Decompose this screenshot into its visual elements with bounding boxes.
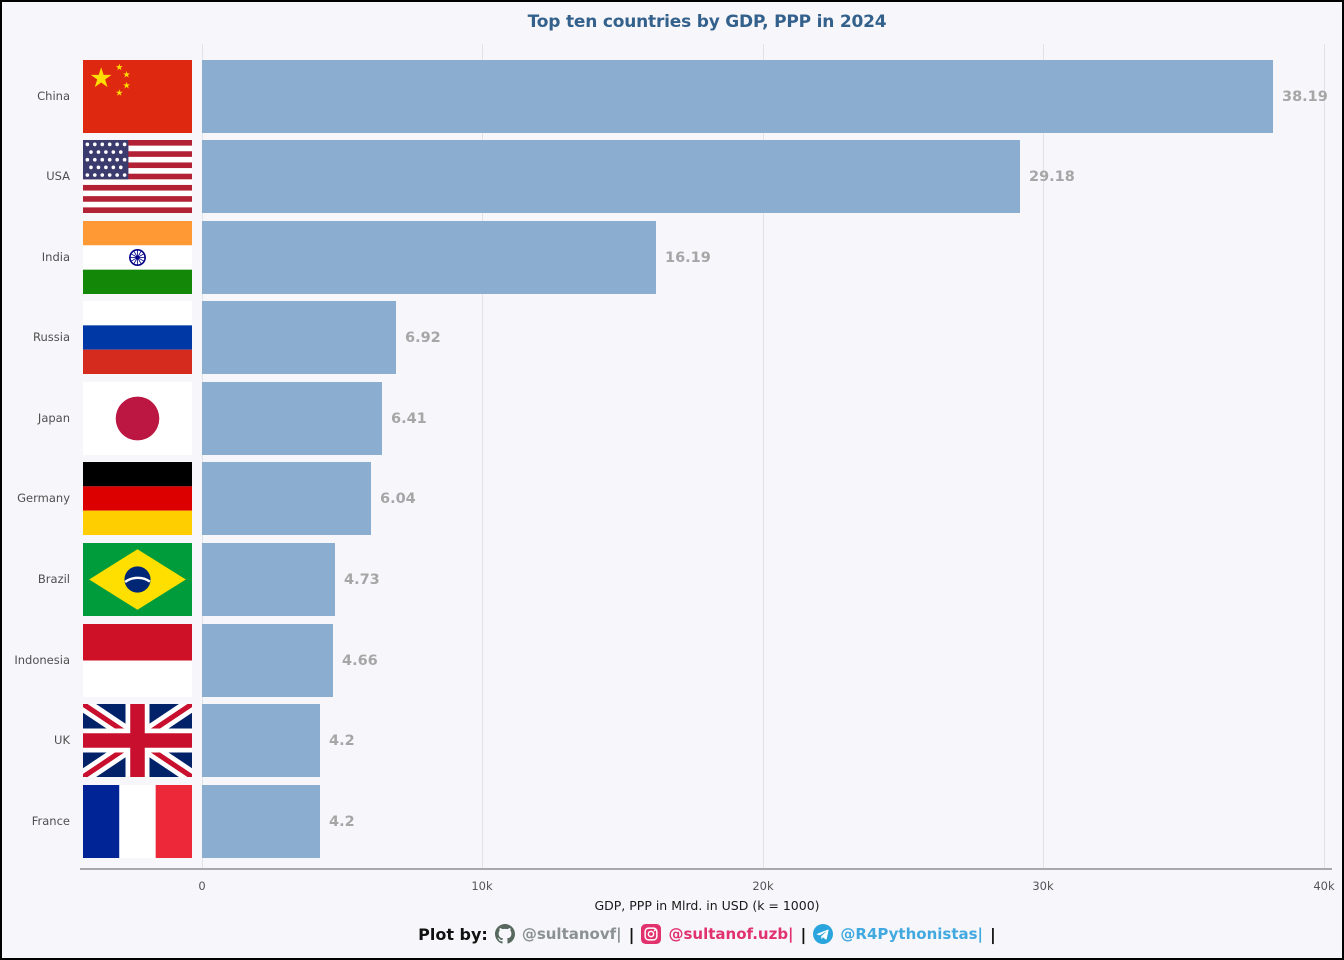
x-axis-title: GDP, PPP in Mlrd. in USD (k = 1000) bbox=[594, 898, 820, 913]
gridline-40k bbox=[1324, 44, 1325, 870]
gdp-bar bbox=[202, 60, 1273, 133]
bar-value-label: 29.18 bbox=[1029, 168, 1075, 185]
chart-row-indonesia: Indonesia 4.66 bbox=[2, 624, 1342, 697]
telegram-icon bbox=[813, 924, 834, 944]
bar-value-label: 6.04 bbox=[380, 490, 416, 507]
france-flag-icon bbox=[83, 785, 192, 858]
footer-credits: Plot by: @sultanovf| | @sultanof.uzb| | … bbox=[72, 924, 1342, 944]
bar-value-label: 16.19 bbox=[665, 249, 711, 266]
country-label: Indonesia bbox=[14, 653, 70, 667]
x-tick-30k: 30k bbox=[1032, 879, 1054, 893]
gdp-bar bbox=[202, 785, 320, 858]
chart-title: Top ten countries by GDP, PPP in 2024 bbox=[527, 12, 887, 32]
gdp-bar bbox=[202, 704, 320, 777]
x-tick-20k: 20k bbox=[752, 879, 774, 893]
x-tick-40k: 40k bbox=[1313, 879, 1335, 893]
bar-value-label: 6.41 bbox=[391, 410, 427, 427]
telegram-handle[interactable]: @R4Pythonistas| bbox=[840, 925, 984, 943]
bar-value-label: 4.66 bbox=[342, 652, 378, 669]
chart-row-france: France 4.2 bbox=[2, 785, 1342, 858]
plot-by-label: Plot by: bbox=[418, 924, 488, 944]
indonesia-flag-icon bbox=[83, 624, 192, 697]
chart-row-china: China 38.19 bbox=[2, 60, 1342, 133]
country-label: Germany bbox=[17, 491, 70, 505]
footer-separator: | bbox=[990, 924, 996, 944]
x-tick-0: 0 bbox=[198, 879, 206, 893]
gdp-bar bbox=[202, 301, 396, 374]
country-label: France bbox=[31, 814, 70, 828]
chart-row-russia: Russia 6.92 bbox=[2, 301, 1342, 374]
chart-row-india: India 16.19 bbox=[2, 221, 1342, 294]
x-tick-10k: 10k bbox=[471, 879, 493, 893]
china-flag-icon bbox=[83, 60, 192, 133]
x-axis-line bbox=[80, 868, 1332, 870]
bar-value-label: 4.73 bbox=[344, 571, 380, 588]
gdp-bar bbox=[202, 462, 371, 535]
github-icon bbox=[494, 924, 515, 944]
gdp-bar bbox=[202, 221, 656, 294]
bar-value-label: 6.92 bbox=[405, 329, 441, 346]
instagram-icon bbox=[641, 924, 662, 944]
chart-row-germany: Germany 6.04 bbox=[2, 462, 1342, 535]
country-label: USA bbox=[46, 169, 70, 183]
gdp-bar bbox=[202, 543, 335, 616]
country-label: Russia bbox=[33, 330, 70, 344]
brazil-flag-icon bbox=[83, 543, 192, 616]
chart-row-brazil: Brazil 4.73 bbox=[2, 543, 1342, 616]
country-label: China bbox=[37, 89, 70, 103]
country-label: Japan bbox=[37, 411, 70, 425]
germany-flag-icon bbox=[83, 462, 192, 535]
chart-row-japan: Japan 6.41 bbox=[2, 382, 1342, 455]
japan-flag-icon bbox=[83, 382, 192, 455]
bar-value-label: 38.19 bbox=[1282, 88, 1328, 105]
uk-flag-icon bbox=[83, 704, 192, 777]
gdp-bar bbox=[202, 140, 1020, 213]
bar-value-label: 4.2 bbox=[329, 813, 355, 830]
bar-value-label: 4.2 bbox=[329, 732, 355, 749]
country-label: UK bbox=[54, 733, 70, 747]
gridline-30k bbox=[1043, 44, 1044, 870]
gridline-20k bbox=[763, 44, 764, 870]
gridline-0 bbox=[202, 44, 203, 870]
gdp-bar bbox=[202, 382, 382, 455]
country-label: India bbox=[41, 250, 70, 264]
github-handle[interactable]: @sultanovf| bbox=[521, 925, 622, 943]
gdp-bar bbox=[202, 624, 333, 697]
chart-row-uk: UK 4.2 bbox=[2, 704, 1342, 777]
footer-separator: | bbox=[628, 924, 635, 944]
country-label: Brazil bbox=[37, 572, 70, 586]
usa-flag-icon bbox=[83, 140, 192, 213]
footer-separator: | bbox=[800, 924, 807, 944]
instagram-handle[interactable]: @sultanof.uzb| bbox=[668, 925, 794, 943]
gridline-10k bbox=[482, 44, 483, 870]
russia-flag-icon bbox=[83, 301, 192, 374]
chart-row-usa: USA 29.18 bbox=[2, 140, 1342, 213]
india-flag-icon bbox=[83, 221, 192, 294]
